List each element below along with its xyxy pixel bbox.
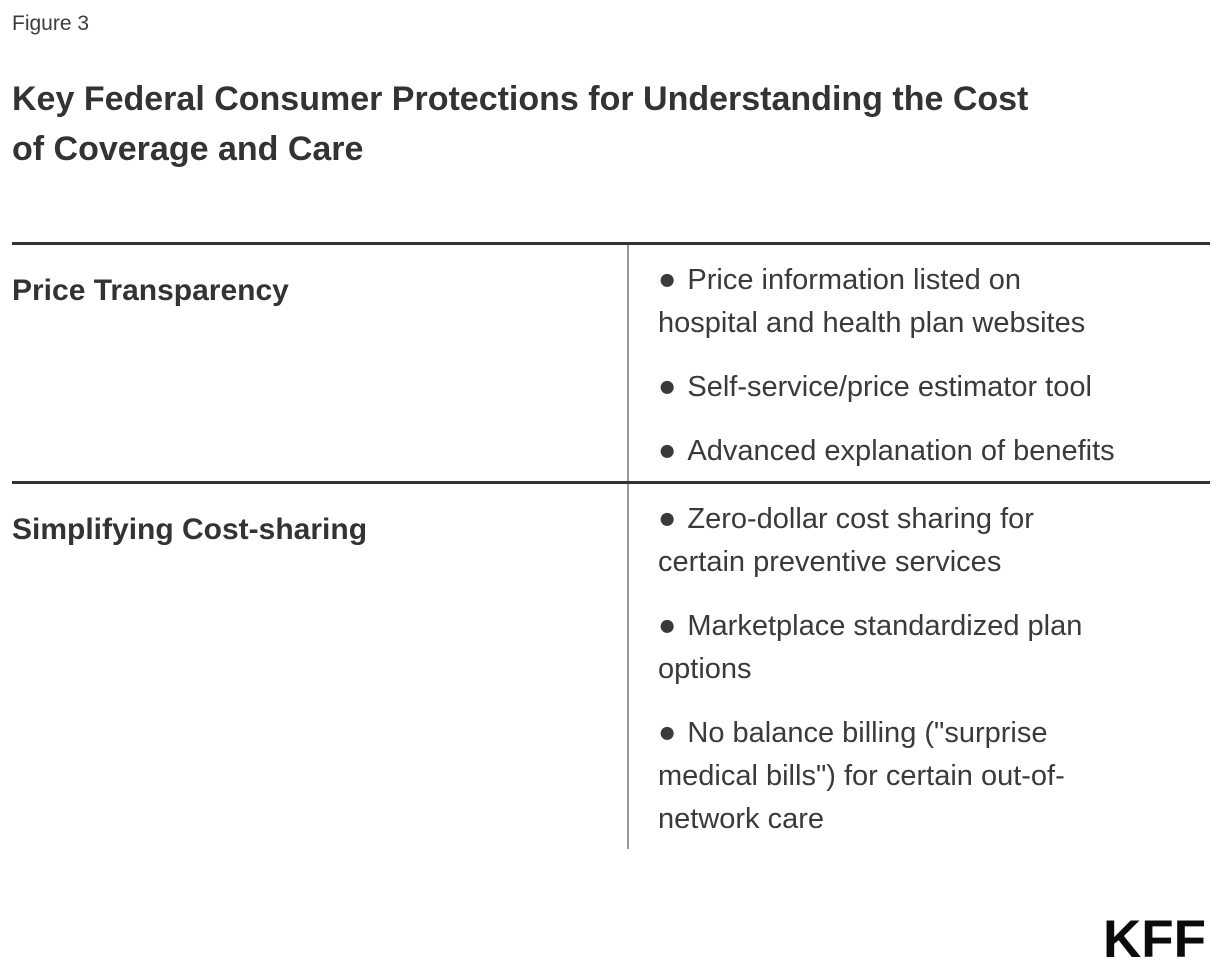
bullet-icon: ● (658, 501, 677, 535)
protections-table: Price Transparency ● Price information li… (12, 242, 1210, 849)
bullet-text: Marketplace standardized plan options (658, 610, 1083, 685)
bullet-icon: ● (658, 369, 677, 403)
bullet-item: ● No balance billing ("surprise medical b… (658, 711, 1205, 841)
row-header: Price Transparency (12, 274, 289, 307)
bullet-list: ● Price information listed on hospital an… (627, 245, 1210, 481)
bullet-icon: ● (658, 715, 677, 749)
bullet-text: Zero-dollar cost sharing for certain pre… (658, 503, 1034, 578)
bullet-item: ● Advanced explanation of benefits (658, 429, 1205, 473)
logo-row: KFF (0, 913, 1206, 966)
bullet-icon: ● (658, 608, 677, 642)
figure-title: Key Federal Consumer Protections for Und… (12, 80, 1029, 168)
bullet-text: No balance billing ("surprise medical bi… (658, 717, 1065, 835)
bullet-icon: ● (658, 262, 677, 296)
figure-label: Figure 3 (12, 12, 90, 35)
bullet-item: ● Zero-dollar cost sharing for certain pr… (658, 497, 1205, 584)
row-header: Simplifying Cost-sharing (12, 513, 368, 546)
bullet-icon: ● (658, 433, 677, 467)
kff-logo: KFF (1102, 910, 1206, 968)
bullet-item: ● Price information listed on hospital an… (658, 258, 1205, 345)
bullet-text: Self-service/price estimator tool (687, 371, 1092, 403)
table-row-price-transparency: Price Transparency ● Price information li… (12, 245, 1210, 484)
bullet-item: ● Marketplace standardized plan options (658, 604, 1205, 691)
bullet-text: Advanced explanation of benefits (687, 435, 1115, 467)
bullet-text: Price information listed on hospital and… (658, 264, 1086, 339)
bullet-list: ● Zero-dollar cost sharing for certain pr… (627, 484, 1210, 849)
table-row-simplifying-cost-sharing: Simplifying Cost-sharing ● Zero-dollar co… (12, 484, 1210, 849)
bullet-item: ● Self-service/price estimator tool (658, 365, 1205, 409)
